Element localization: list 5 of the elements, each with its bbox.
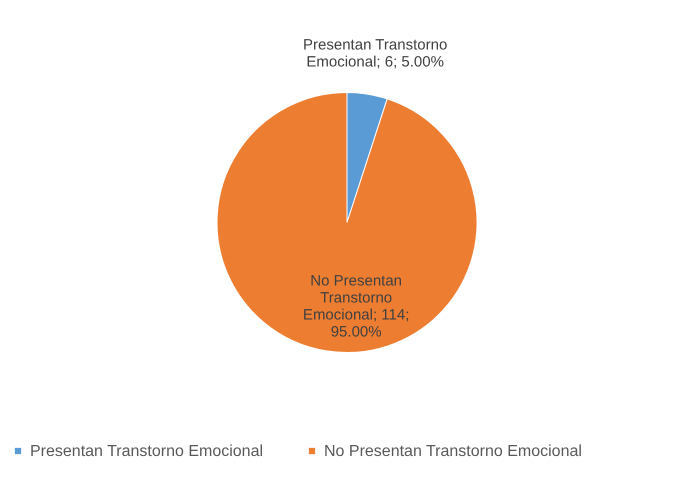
data-label: No Presentan Transtorno Emocional; 114; 95.00% — [302, 272, 410, 340]
legend-label: Presentan Transtorno Emocional — [30, 443, 264, 460]
legend-label: No Presentan Transtorno Emocional — [324, 443, 582, 460]
pie-slice — [216, 92, 478, 353]
data-label: Presentan Transtorno Emocional; 6; 5.00% — [303, 36, 448, 71]
